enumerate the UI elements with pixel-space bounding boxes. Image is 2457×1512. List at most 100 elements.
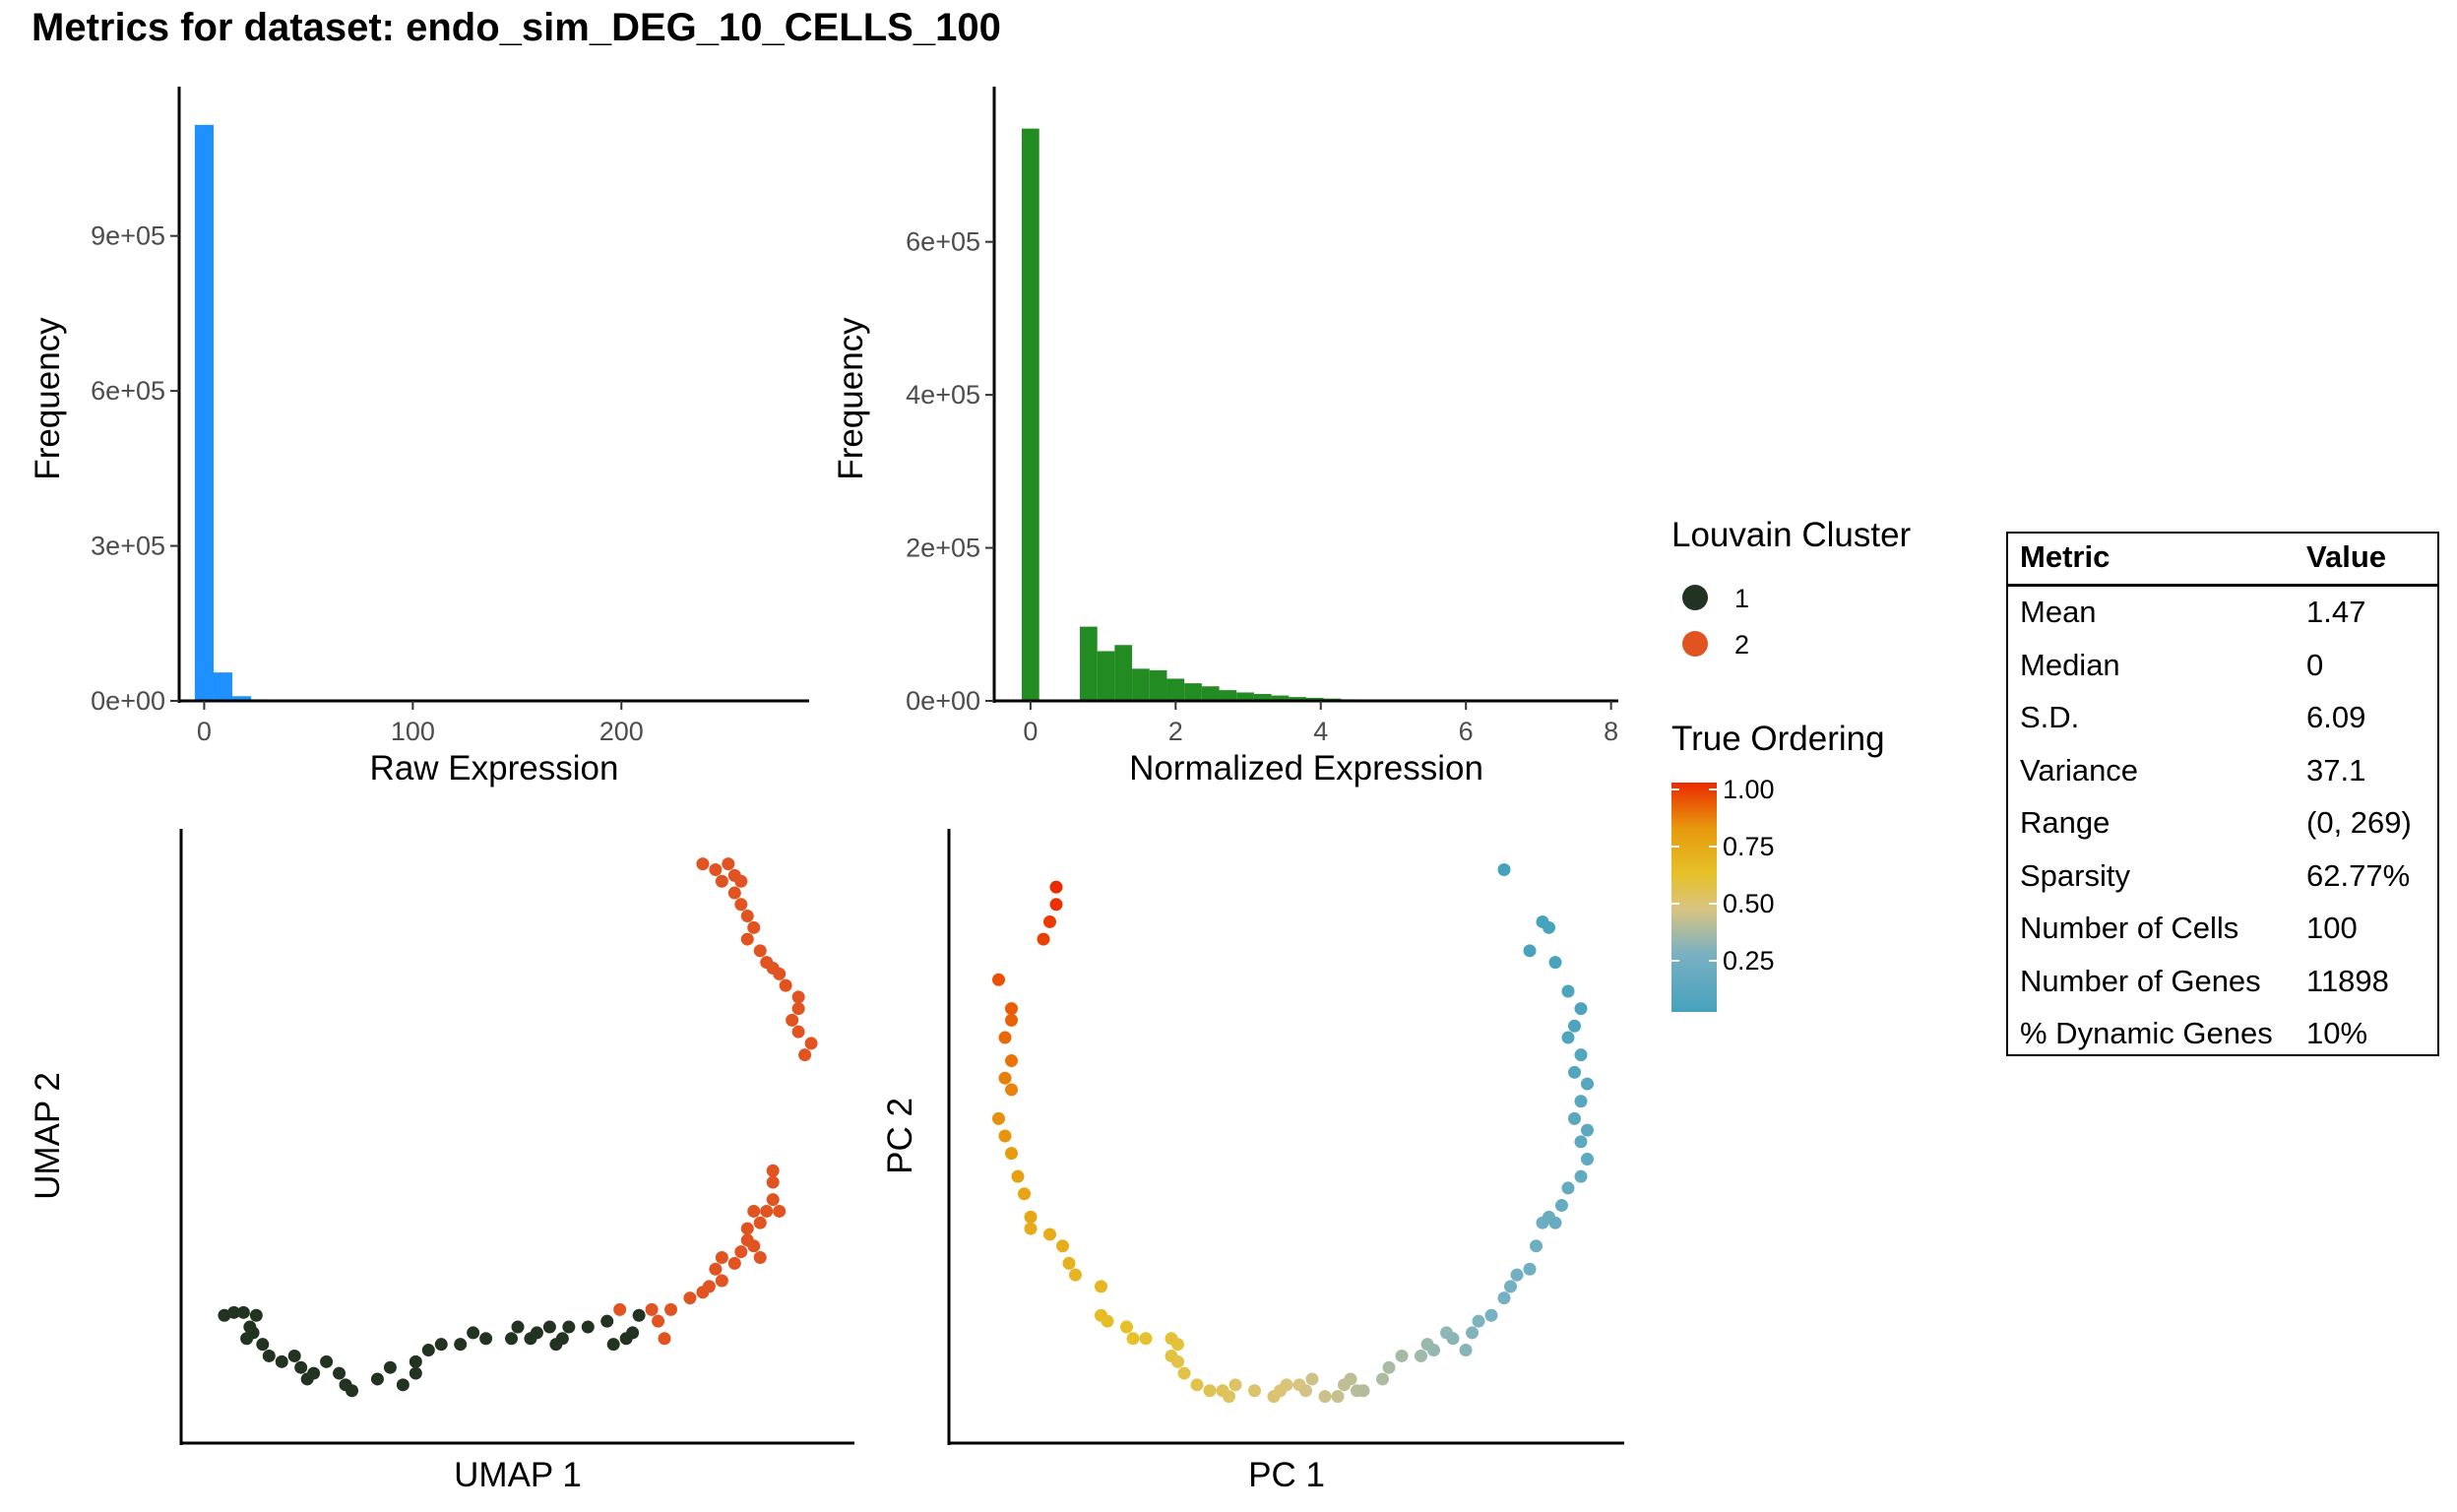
histogram-bar <box>1149 669 1167 701</box>
scatter-point <box>562 1320 576 1334</box>
metrics-table-header: Metric Value <box>2008 534 2437 587</box>
scatter-point <box>236 1305 250 1319</box>
metric-value: (0, 269) <box>2306 805 2412 840</box>
scatter-point <box>1005 1013 1018 1027</box>
metric-value: 6.09 <box>2306 700 2366 734</box>
scatter-point <box>727 886 741 900</box>
scatter-point <box>791 1002 805 1016</box>
ordering-legend-tick-label: 1.00 <box>1723 775 1775 804</box>
y-tick-label: 0e+00 <box>906 686 980 716</box>
scatter-point <box>409 1354 422 1368</box>
scatter-point <box>1574 1169 1588 1183</box>
x-axis-label: Raw Expression <box>370 749 619 788</box>
metrics-row: Number of Genes 11898 <box>2008 956 2437 1008</box>
scatter-point <box>256 1338 270 1352</box>
scatter-point <box>786 1013 799 1027</box>
scatter-point <box>766 1193 780 1207</box>
histogram-bar <box>1201 686 1220 701</box>
scatter-point <box>1568 1111 1581 1125</box>
x-tick-label: 200 <box>599 717 644 746</box>
histogram-bar <box>1097 651 1115 701</box>
scatter-point <box>998 1031 1012 1044</box>
scatter-point <box>1049 898 1063 912</box>
y-tick-label: 6e+05 <box>906 227 980 257</box>
metrics-row: S.D. 6.09 <box>2008 692 2437 744</box>
scatter-point <box>1056 1239 1069 1253</box>
scatter-point <box>1376 1372 1389 1386</box>
scatter-point <box>664 1302 678 1316</box>
scatter-point <box>734 898 748 912</box>
scatter-point <box>434 1338 448 1352</box>
scatter-point <box>1561 1031 1575 1044</box>
scatter-point <box>1024 1210 1038 1224</box>
scatter-point <box>740 1222 754 1235</box>
scatter-point <box>1459 1344 1473 1357</box>
y-tick-label: 9e+05 <box>91 221 165 251</box>
x-axis-label: Normalized Expression <box>1129 749 1483 788</box>
scatter-point <box>1024 1222 1038 1235</box>
scatter-point <box>645 1302 659 1316</box>
y-tick-label: 4e+05 <box>906 380 980 410</box>
scatter-point <box>992 973 1005 986</box>
scatter-point <box>1043 1228 1056 1241</box>
metrics-table: Metric Value Mean 1.47 Median 0 S.D. 6.09 Vari… <box>2006 532 2439 1056</box>
scatter-point <box>581 1320 595 1334</box>
metrics-row: Number of Cells 100 <box>2008 903 2437 955</box>
scatter-point <box>1005 1002 1018 1016</box>
metric-value: 1.47 <box>2306 595 2366 629</box>
metrics-row: Range (0, 269) <box>2008 797 2437 850</box>
scatter-point <box>1395 1349 1409 1362</box>
y-tick-label: 2e+05 <box>906 534 980 563</box>
scatter-point <box>511 1320 525 1334</box>
scatter-point <box>992 1111 1005 1125</box>
metric-name: Sparsity <box>2020 857 2130 893</box>
scatter-point <box>1299 1384 1312 1398</box>
metrics-row: % Dynamic Genes 10% <box>2008 1008 2437 1060</box>
scatter-point <box>1523 1262 1537 1276</box>
scatter-point <box>779 978 792 992</box>
raw-expression-histogram: 0 100 200 0e+00 3e+05 6e+05 9e+05 Raw Expressio… <box>29 87 809 788</box>
scatter-point <box>240 1332 254 1346</box>
scatter-point <box>262 1349 276 1362</box>
scatter-point <box>766 1175 780 1189</box>
scatter-point <box>320 1354 334 1368</box>
scatter-point <box>370 1372 384 1386</box>
histogram-bar <box>1271 695 1290 701</box>
normalized-expression-histogram: 0 2 4 6 8 0e+00 2e+05 4e+05 6e+05 Normalized Expr… <box>832 87 1618 788</box>
scatter-point <box>753 1250 767 1264</box>
scatter-point <box>346 1384 359 1398</box>
scatter-point <box>791 1025 805 1039</box>
scatter-point <box>1011 1169 1025 1183</box>
metrics-row: Variance 37.1 <box>2008 745 2437 797</box>
scatter-point <box>1171 1354 1184 1368</box>
metrics-row: Sparsity 62.77% <box>2008 850 2437 903</box>
scatter-point <box>1510 1268 1524 1282</box>
scatter-point <box>1382 1360 1396 1374</box>
metric-name: Mean <box>2020 595 2097 629</box>
scatter-point <box>702 1280 716 1293</box>
scatter-point <box>766 1164 780 1177</box>
scatter-point <box>1120 1320 1133 1334</box>
scatter-point <box>1581 1153 1594 1166</box>
scatter-point <box>1561 1181 1575 1195</box>
scatter-point <box>798 1048 812 1062</box>
metric-name: Number of Genes <box>2020 963 2261 998</box>
scatter-point <box>709 1262 723 1276</box>
scatter-point <box>753 944 767 958</box>
scatter-point <box>1005 1083 1018 1097</box>
x-axis-label: UMAP 1 <box>454 1456 582 1494</box>
histogram-bar <box>1253 694 1272 701</box>
scatter-point <box>632 1308 646 1322</box>
scatter-point <box>613 1302 627 1316</box>
scatter-point <box>227 1305 241 1319</box>
scatter-point <box>722 857 735 871</box>
histogram-bar <box>1166 678 1185 701</box>
scatter-point <box>1568 1019 1581 1033</box>
histogram-bar <box>1219 690 1237 701</box>
scatter-point <box>383 1360 397 1374</box>
scatter-point <box>1574 1135 1588 1149</box>
scatter-point <box>715 1250 728 1264</box>
cluster-legend-label: 2 <box>1734 630 1749 660</box>
scatter-point <box>1561 984 1575 998</box>
metric-name: Median <box>2020 647 2120 682</box>
